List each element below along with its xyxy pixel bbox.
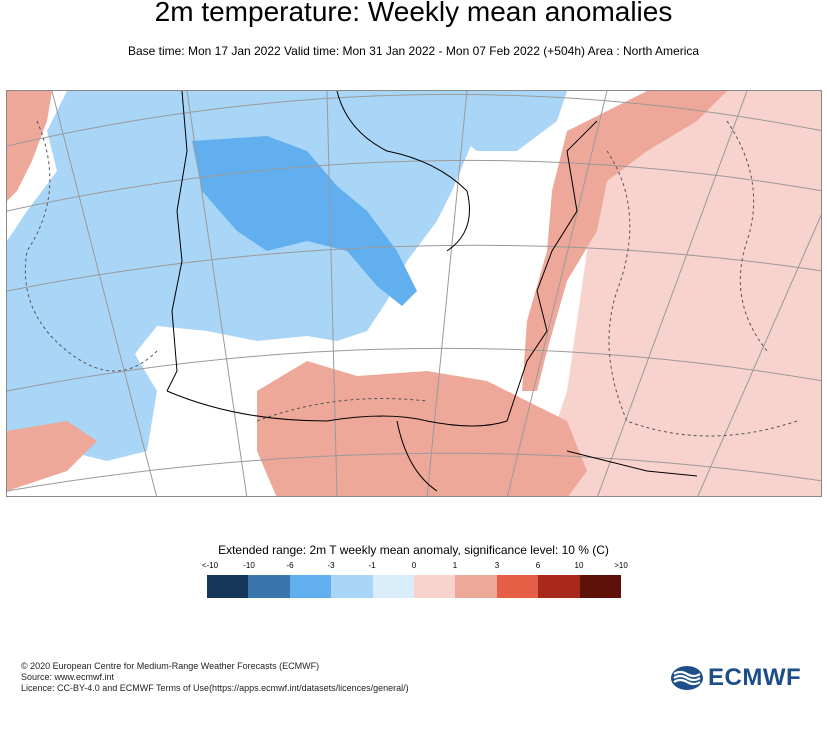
legend-tick: >10 — [614, 561, 628, 570]
legend-swatch — [207, 575, 249, 598]
coastlines — [166, 91, 698, 492]
legend-tick: -1 — [368, 561, 376, 570]
cold-anomaly-core — [192, 136, 417, 306]
legend-swatch — [414, 575, 456, 598]
chart-subtitle: Base time: Mon 17 Jan 2022 Valid time: M… — [127, 44, 700, 58]
ecmwf-logo-icon — [671, 666, 703, 690]
legend-tick: -3 — [327, 561, 335, 570]
legend-tick: 6 — [535, 561, 541, 570]
legend-tick: 0 — [411, 561, 417, 570]
cold-anomaly-light-ne — [407, 91, 567, 151]
legend-tick: -10 — [243, 561, 255, 570]
legend-swatch — [579, 575, 622, 598]
legend-tick: 1 — [452, 561, 458, 570]
legend-ticks: <-10 -10 -6 -3 -1 0 1 3 6 10 >10 — [0, 561, 827, 573]
footer: © 2020 European Centre for Medium-Range … — [21, 661, 409, 694]
map-canvas — [7, 91, 821, 496]
source-text: Source: www.ecmwf.int — [21, 672, 115, 682]
legend-colorbar — [207, 575, 622, 598]
legend-swatch — [372, 575, 415, 598]
licence-text: Licence: CC-BY-4.0 and ECMWF Terms of Us… — [21, 683, 409, 693]
legend-swatch — [248, 575, 290, 598]
significance-contours — [24, 120, 798, 437]
legend-swatch — [455, 575, 497, 598]
legend-title: Extended range: 2m T weekly mean anomaly… — [218, 543, 609, 557]
legend-tick: 10 — [574, 561, 584, 570]
legend-tick: 3 — [494, 561, 500, 570]
cold-anomaly-light — [7, 91, 477, 401]
ecmwf-logo[interactable]: ECMWF — [670, 664, 810, 692]
anomaly-map — [6, 90, 822, 497]
warm-anomaly-gulf — [607, 381, 787, 496]
chart-title: 2m temperature: Weekly mean anomalies — [154, 0, 673, 27]
copyright-text: © 2020 European Centre for Medium-Range … — [21, 661, 320, 671]
legend-swatch — [331, 575, 373, 598]
warm-anomaly-south — [257, 361, 587, 496]
graticule — [7, 91, 821, 496]
warm-anomaly-southwest — [7, 421, 97, 491]
warm-anomaly-east — [522, 91, 727, 391]
legend-swatch — [496, 575, 539, 598]
legend-swatch — [538, 575, 580, 598]
ecmwf-logo-text: ECMWF — [708, 664, 802, 691]
warm-anomaly-nw — [7, 91, 52, 201]
legend-tick: -6 — [286, 561, 294, 570]
legend-tick: <-10 — [201, 561, 219, 570]
legend-swatch — [289, 575, 332, 598]
